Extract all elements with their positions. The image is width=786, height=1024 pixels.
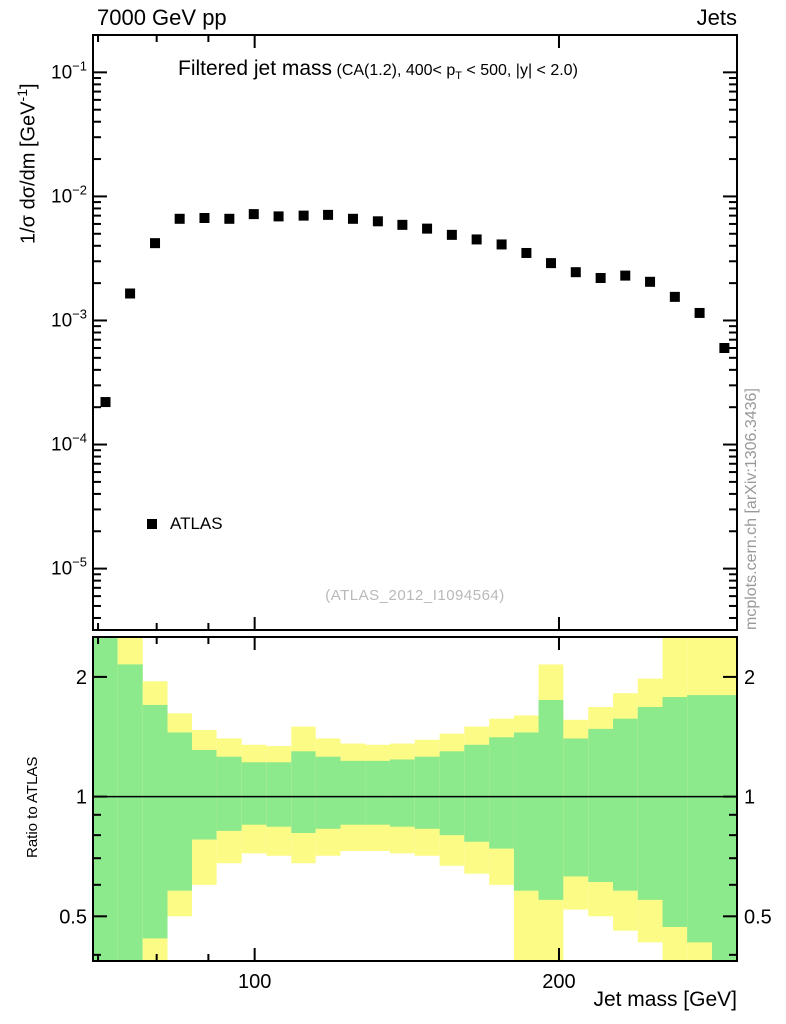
ratio-y-tick-label-left: 1 [76, 787, 87, 809]
data-point-marker [174, 213, 185, 224]
plot-title-cuts-post: < 500, |y| < 2.0) [461, 62, 578, 79]
ratio-band-inner [563, 738, 589, 877]
data-point-marker [100, 397, 111, 408]
data-point-marker [125, 288, 136, 299]
y-axis-title-exponent: -1 [14, 89, 30, 102]
ratio-y-tick-label-right: 1 [744, 787, 755, 809]
y-tick-label: 10−5 [51, 555, 87, 580]
x-tick-label: 100 [238, 971, 271, 993]
plot-title-cuts: (CA(1.2), 400< pT < 500, |y| < 2.0) [336, 62, 578, 83]
plot-title: Filtered jet mass (CA(1.2), 400< pT < 50… [178, 57, 578, 82]
data-point-marker [694, 307, 705, 318]
ratio-y-tick-label-right: 0.5 [744, 906, 772, 928]
legend-label: ATLAS [170, 514, 223, 533]
ratio-band-inner [191, 749, 217, 840]
data-point-marker [496, 239, 507, 250]
ratio-band-inner [117, 664, 143, 961]
ratio-axis-title: Ratio to ATLAS [24, 756, 41, 858]
y-axis-title-post: ] [17, 83, 40, 90]
legend: ATLAS [147, 514, 223, 534]
data-point-marker [273, 211, 284, 222]
data-point-marker [446, 229, 457, 240]
y-tick-label: 10−1 [51, 58, 87, 83]
ratio-band-inner [167, 732, 192, 891]
data-point-marker [323, 209, 334, 220]
ratio-band-inner [241, 762, 267, 825]
mcplots-attribution: mcplots.cern.ch [arXiv:1306.3436] [743, 388, 760, 630]
data-point-marker [645, 276, 656, 287]
ratio-band-inner [662, 697, 688, 927]
data-point-marker [347, 213, 358, 224]
analysis-id-watermark: (ATLAS_2012_I1094564) [325, 587, 505, 604]
x-tick-label: 200 [542, 971, 575, 993]
ratio-band-inner [439, 751, 465, 836]
ratio-band-inner [712, 695, 737, 961]
ratio-band-inner [340, 760, 366, 825]
plot-title-pt-subscript: T [455, 70, 462, 83]
y-tick-label: 10−2 [51, 182, 87, 207]
legend-square-marker-icon [147, 519, 157, 529]
data-point-marker [521, 247, 532, 258]
ratio-band-inner [142, 704, 168, 939]
data-point-marker [199, 212, 210, 223]
data-point-marker [669, 291, 680, 302]
ratio-band-inner [613, 718, 638, 891]
y-tick-label: 10−3 [51, 306, 87, 331]
data-point-marker [422, 223, 433, 234]
data-point-marker [471, 234, 482, 245]
ratio-band-inner [315, 756, 341, 829]
x-axis-title: Jet mass [GeV] [593, 988, 737, 1011]
data-point-marker [150, 238, 161, 249]
data-point-marker [719, 343, 730, 354]
data-point-marker [595, 272, 606, 283]
data-point-marker [397, 219, 408, 230]
main-panel-frame [92, 34, 738, 631]
data-point-marker [298, 210, 309, 221]
data-point-marker [570, 267, 581, 278]
ratio-band-inner [414, 756, 440, 829]
ratio-band-inner [266, 762, 292, 827]
plot-title-main: Filtered jet mass [178, 57, 333, 80]
ratio-panel-frame [92, 636, 738, 962]
ratio-band-inner [291, 751, 316, 834]
ratio-y-tick-label-right: 2 [744, 667, 755, 689]
ratio-band-inner [93, 637, 118, 961]
ratio-band-inner [365, 760, 390, 825]
header-beam-label: 7000 GeV pp [97, 5, 227, 30]
data-point-marker [546, 258, 557, 269]
plot-title-cuts-pre: (CA(1.2), 400< p [336, 62, 456, 79]
ratio-y-tick-label-left: 0.5 [59, 906, 87, 928]
ratio-band-inner [588, 728, 614, 882]
y-axis-title-pre: 1/σ dσ/dm [GeV [17, 101, 40, 244]
y-tick-label: 10−4 [51, 431, 87, 456]
ratio-band-inner [464, 744, 490, 842]
header-analysis-group: Jets [696, 5, 737, 30]
ratio-band-inner [687, 695, 713, 943]
y-axis-title: 1/σ dσ/dm [GeV-1] [14, 83, 41, 244]
ratio-band-inner [489, 737, 514, 849]
data-point-marker [248, 209, 259, 220]
data-point-marker [620, 270, 631, 281]
data-point-marker [372, 216, 383, 227]
ratio-band-inner [216, 756, 242, 831]
ratio-band-inner [389, 759, 415, 827]
ratio-y-tick-label-left: 2 [76, 667, 87, 689]
data-point-marker [224, 213, 235, 224]
ratio-band-inner [538, 699, 564, 900]
ratio-band-inner [637, 707, 663, 900]
ratio-band-inner [513, 732, 539, 891]
